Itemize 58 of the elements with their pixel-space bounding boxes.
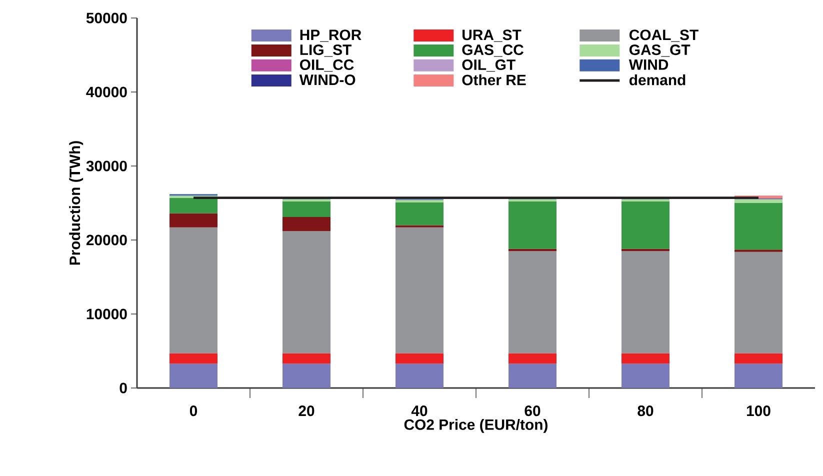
- legend-label: LIG_ST: [300, 44, 352, 57]
- bar: [396, 353, 444, 364]
- x-tick-label: 20: [298, 406, 314, 416]
- bar: [282, 231, 331, 354]
- x-tick-label: 0: [190, 406, 198, 416]
- bar: [734, 364, 783, 388]
- bar: [170, 353, 218, 364]
- bar: [170, 213, 218, 228]
- bar: [508, 248, 557, 252]
- legend-label: HP_ROR: [300, 30, 362, 42]
- bar: [396, 202, 444, 226]
- y-axis-title: Production (TWh): [69, 141, 84, 265]
- bar: [508, 251, 557, 354]
- bar: [282, 364, 331, 388]
- y-tick-label: 10000: [86, 308, 127, 320]
- bar: [622, 364, 670, 388]
- x-tick-label: 40: [411, 406, 428, 416]
- x-tick-label: 80: [638, 406, 654, 416]
- bar: [734, 199, 783, 203]
- legend-label: Other RE: [462, 74, 526, 86]
- legend-label: COAL_ST: [629, 30, 698, 42]
- bar: [622, 199, 670, 202]
- x-tick-label: 100: [746, 406, 770, 416]
- legend-label: WIND-O: [299, 74, 356, 86]
- bar: [396, 227, 444, 354]
- legend-label: URA_ST: [462, 30, 522, 42]
- y-tick-label: 50000: [86, 12, 127, 24]
- bar: [622, 248, 670, 252]
- bar: [508, 353, 557, 364]
- legend-label: WIND: [628, 59, 668, 70]
- bar: [282, 217, 331, 232]
- y-tick-label: 40000: [86, 86, 127, 98]
- bar: [508, 199, 557, 202]
- bar: [170, 227, 218, 354]
- bar: [508, 202, 557, 249]
- legend-label: GAS_CC: [462, 44, 524, 57]
- y-tick-label: 30000: [86, 160, 127, 172]
- legend-label: GAS_GT: [629, 44, 690, 57]
- x-tick-label: 60: [524, 406, 540, 416]
- legend-label: OIL_CC: [300, 59, 354, 72]
- bar: [282, 202, 331, 218]
- bar: [508, 364, 557, 388]
- bar: [282, 353, 331, 364]
- bar: [396, 364, 444, 388]
- bar: [734, 203, 783, 250]
- y-tick-label: 20000: [86, 234, 127, 246]
- x-axis-title: CO2 Price (EUR/ton): [404, 418, 548, 433]
- legend-label: OIL_GT: [462, 59, 516, 72]
- bar: [622, 251, 670, 354]
- y-tick-label: 0: [120, 382, 127, 394]
- bar: [282, 199, 331, 202]
- legend-label: demand: [629, 74, 686, 86]
- bar: [622, 353, 670, 364]
- bar: [622, 202, 670, 249]
- bar: [170, 198, 218, 214]
- bar: [170, 364, 218, 388]
- bar: [734, 252, 783, 354]
- bar: [734, 353, 783, 364]
